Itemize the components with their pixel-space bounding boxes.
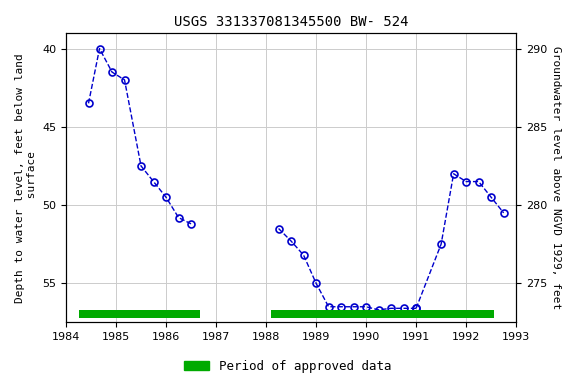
Y-axis label: Depth to water level, feet below land
 surface: Depth to water level, feet below land su… (15, 53, 37, 303)
Title: USGS 331337081345500 BW- 524: USGS 331337081345500 BW- 524 (174, 15, 408, 29)
Legend: Period of approved data: Period of approved data (179, 355, 397, 378)
Y-axis label: Groundwater level above NGVD 1929, feet: Groundwater level above NGVD 1929, feet (551, 46, 561, 309)
